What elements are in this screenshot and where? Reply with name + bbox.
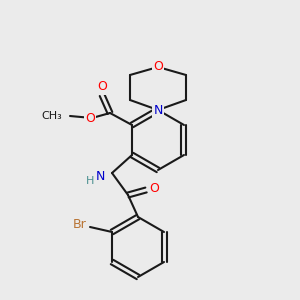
Text: O: O [97,80,107,94]
Text: CH₃: CH₃ [41,111,62,121]
Text: N: N [153,103,163,116]
Text: O: O [85,112,95,124]
Text: Br: Br [73,218,87,232]
Text: H: H [86,176,94,186]
Text: N: N [95,169,105,182]
Text: O: O [153,61,163,74]
Text: O: O [149,182,159,194]
